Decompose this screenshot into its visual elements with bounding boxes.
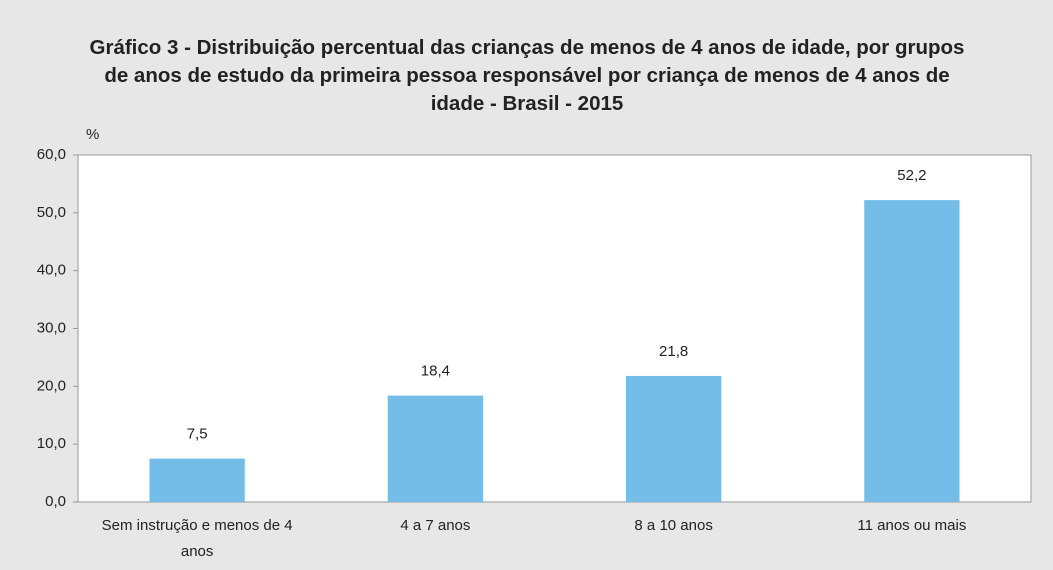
y-axis-label: %	[86, 126, 99, 143]
bar	[625, 375, 722, 502]
data-label: 21,8	[659, 343, 688, 360]
x-tick-label: 11 anos ou mais	[857, 517, 967, 534]
y-tick-label: 50,0	[37, 204, 66, 221]
x-tick-label: 4 a 7 anos	[400, 517, 471, 534]
bar	[864, 200, 960, 503]
x-tick-label: 8 a 10 anos	[634, 517, 713, 534]
data-label: 18,4	[421, 363, 450, 380]
y-tick-label: 60,0	[37, 146, 66, 163]
y-tick-label: 10,0	[37, 435, 66, 452]
x-tick-label: Sem instrução e menos de 4 anos	[101, 517, 293, 560]
data-label: 52,2	[897, 167, 926, 184]
bar	[387, 395, 484, 502]
chart-title: Gráfico 3 - Distribuição percentual das …	[89, 36, 965, 115]
data-label: 7,5	[187, 426, 208, 443]
y-tick-label: 20,0	[37, 377, 66, 394]
y-tick-label: 0,0	[45, 493, 66, 510]
y-tick-label: 40,0	[37, 262, 66, 279]
y-tick-label: 30,0	[37, 319, 66, 336]
bar	[149, 458, 245, 502]
